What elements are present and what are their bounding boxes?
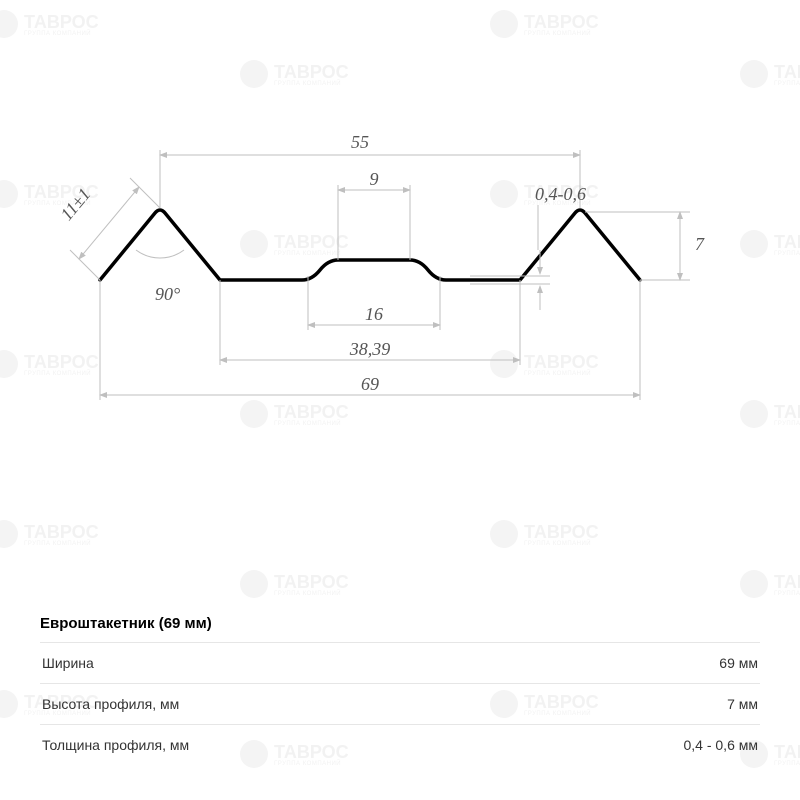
spec-label: Ширина [42, 655, 94, 671]
spec-label: Толщина профиля, мм [42, 737, 189, 753]
profile-outline [100, 210, 640, 280]
dim-mid-span: 16 [365, 304, 383, 324]
dim-top-span: 55 [351, 132, 369, 152]
dim-full-span: 69 [361, 374, 379, 394]
spec-value: 69 мм [719, 655, 758, 671]
spec-row: Толщина профиля, мм 0,4 - 0,6 мм [40, 724, 760, 765]
dim-angle: 90° [155, 284, 180, 304]
spec-label: Высота профиля, мм [42, 696, 179, 712]
dim-thickness: 0,4-0,6 [535, 184, 586, 204]
dim-inner-span: 38,39 [349, 339, 391, 359]
spec-row: Высота профиля, мм 7 мм [40, 683, 760, 724]
dim-height: 7 [695, 234, 705, 254]
spec-title: Евроштакетник (69 мм) [40, 615, 760, 642]
profile-diagram: 55 11±1 90° 9 0,4-0,6 7 16 38,39 69 [40, 100, 760, 440]
spec-value: 0,4 - 0,6 мм [683, 737, 758, 753]
dim-small-bump: 9 [370, 169, 379, 189]
spec-table: Евроштакетник (69 мм) Ширина 69 мм Высот… [40, 615, 760, 765]
spec-row: Ширина 69 мм [40, 642, 760, 683]
dim-ridge-side: 11±1 [56, 184, 94, 224]
spec-value: 7 мм [727, 696, 758, 712]
